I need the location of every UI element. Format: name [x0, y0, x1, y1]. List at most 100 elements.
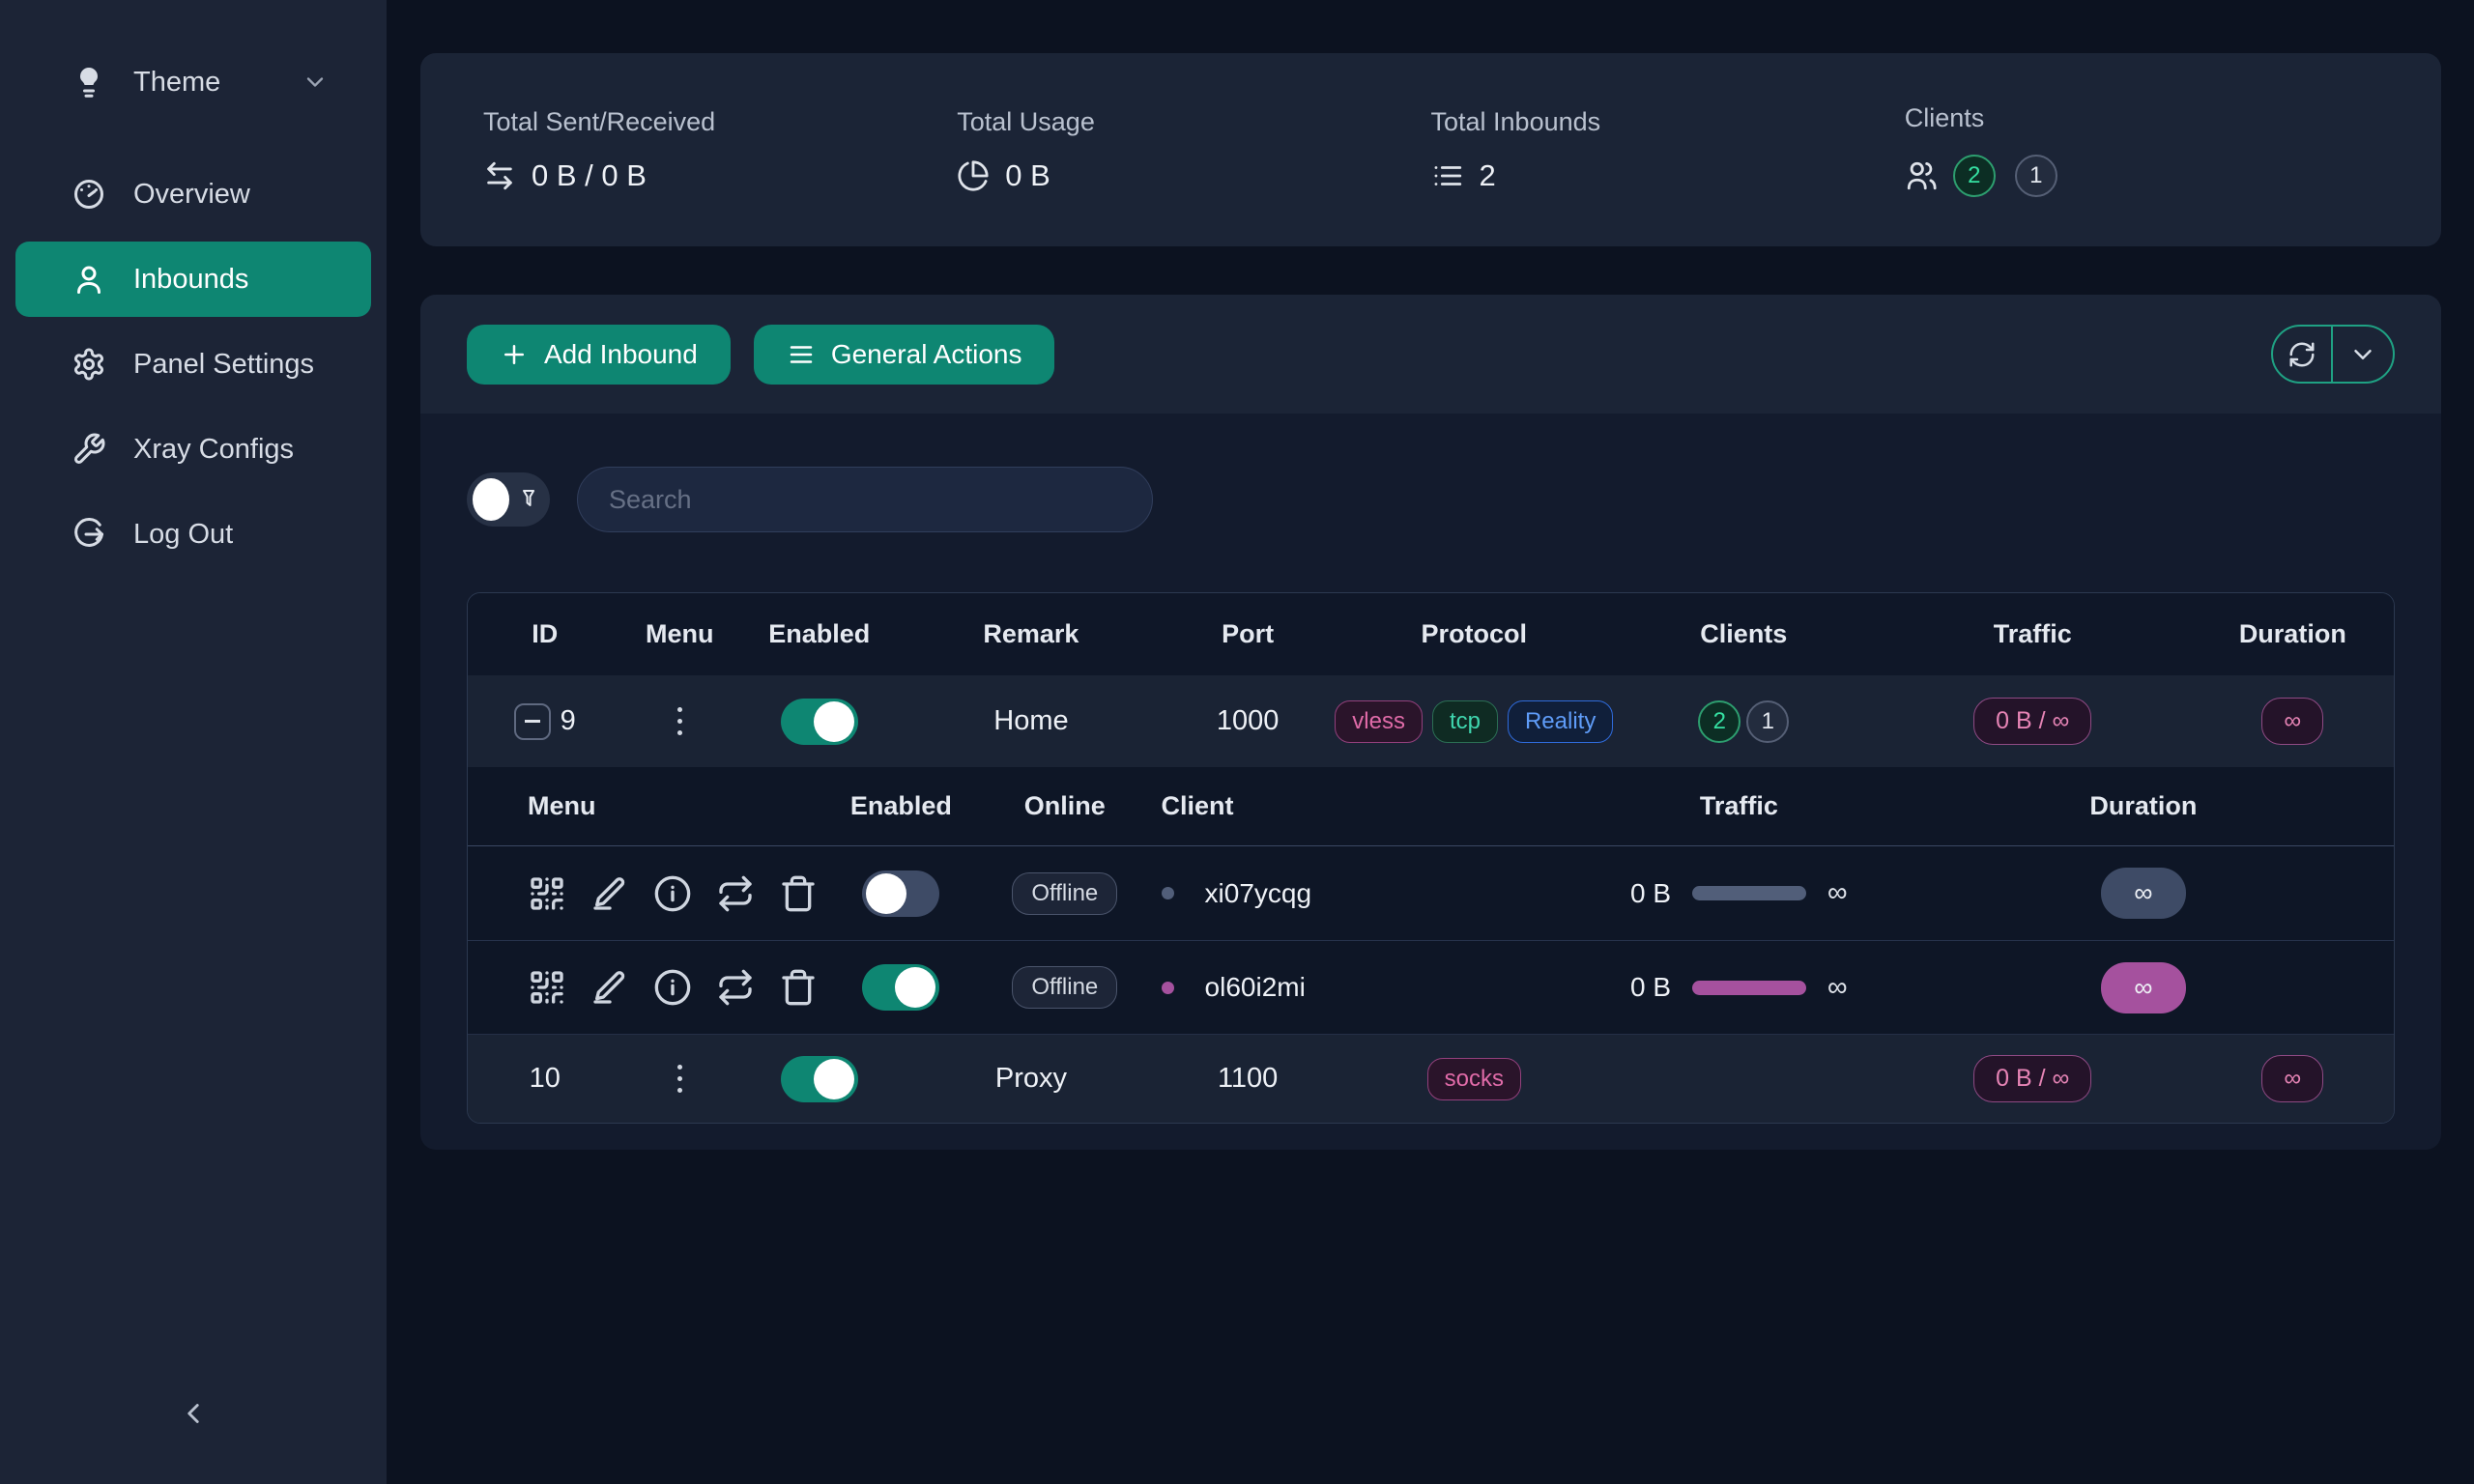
inbound-remark: Home: [993, 705, 1069, 736]
repeat-icon: [719, 875, 752, 911]
client-enabled-toggle[interactable]: [862, 870, 940, 917]
clients-total-badge: 1: [2014, 154, 2057, 197]
delete-client-button[interactable]: [779, 968, 818, 1007]
client-name: xi07ycqg: [1204, 877, 1312, 908]
subcol-header-menu: Menu: [528, 791, 596, 820]
theme-label: Theme: [133, 66, 221, 98]
info-icon: [654, 969, 691, 1006]
stat-label: Total Inbounds: [1430, 106, 1601, 136]
filter-toggle[interactable]: [467, 472, 550, 527]
clients-subtable: Menu Enabled Online Client Traffic Durat…: [468, 767, 2394, 1034]
client-traffic-used: 0 B: [1629, 877, 1672, 908]
user-icon: [77, 266, 101, 294]
client-duration-pill: ∞: [2100, 868, 2186, 919]
sidebar-collapse-button[interactable]: [0, 1397, 387, 1430]
enabled-toggle[interactable]: [780, 1055, 858, 1102]
client-color-dot: [1161, 981, 1174, 994]
toolbar: Add Inbound General Actions: [420, 295, 2441, 414]
trash-icon: [782, 969, 815, 1006]
stat-value: 0 B: [1005, 157, 1050, 192]
pencil-icon: [593, 971, 625, 1004]
plus-icon: [504, 344, 524, 364]
transfer-icon: [487, 161, 512, 189]
col-header-id: ID: [532, 619, 559, 648]
sidebar-item-overview[interactable]: Overview: [15, 157, 371, 232]
qr-code-button[interactable]: [528, 874, 566, 913]
inbounds-table: ID Menu Enabled Remark Port Protocol Cli…: [467, 592, 2395, 1124]
client-enabled-toggle[interactable]: [862, 964, 940, 1011]
pie-chart-icon: [958, 159, 989, 191]
refresh-options-button[interactable]: [2333, 327, 2393, 382]
inbound-id: 9: [560, 705, 576, 736]
inbounds-panel: Add Inbound General Actions: [420, 295, 2441, 1150]
sidebar-item-label: Inbounds: [133, 263, 249, 295]
qr-code-icon: [531, 876, 563, 910]
add-inbound-label: Add Inbound: [544, 338, 698, 369]
stat-label: Clients: [1904, 102, 1985, 132]
stat-value: 2: [1479, 157, 1496, 192]
table-row: 10 Proxy 1100 socks: [468, 1034, 2394, 1123]
edit-client-button[interactable]: [590, 968, 629, 1007]
stat-total-sent-received: Total Sent/Received 0 B / 0 B: [483, 107, 957, 193]
wrench-icon: [74, 433, 105, 464]
sidebar-item-xray-configs[interactable]: Xray Configs: [15, 412, 371, 487]
sidebar-item-inbounds[interactable]: Inbounds: [15, 242, 371, 317]
panel-content: ID Menu Enabled Remark Port Protocol Cli…: [420, 414, 2441, 1124]
add-inbound-button[interactable]: Add Inbound: [467, 324, 731, 385]
stat-label: Total Usage: [957, 106, 1095, 136]
clients-online-badge: 2: [1952, 154, 1996, 197]
table-row: 9 Home 1000 vless tcp Real: [468, 675, 2394, 767]
col-header-enabled: Enabled: [768, 619, 871, 648]
subcol-header-enabled: Enabled: [849, 791, 952, 820]
chevron-down-icon: [306, 77, 324, 87]
col-header-duration: Duration: [2238, 619, 2346, 648]
sidebar-item-panel-settings[interactable]: Panel Settings: [15, 327, 371, 402]
reset-traffic-button[interactable]: [716, 874, 755, 913]
duration-pill: ∞: [2261, 1055, 2324, 1102]
stat-total-inbounds: Total Inbounds 2: [1431, 107, 1905, 193]
general-actions-button[interactable]: General Actions: [753, 324, 1055, 385]
subcol-header-client: Client: [1161, 791, 1234, 820]
row-menu-button[interactable]: [672, 1059, 688, 1099]
search-input[interactable]: [577, 467, 1153, 532]
client-traffic-quota: ∞: [1827, 877, 1848, 908]
chevron-left-icon: [187, 1404, 199, 1423]
client-info-button[interactable]: [653, 874, 692, 913]
inbound-remark: Proxy: [994, 1063, 1067, 1094]
traffic-pill: 0 B / ∞: [1973, 1055, 2092, 1102]
users-icon: [1907, 161, 1937, 189]
qr-code-button[interactable]: [528, 968, 566, 1007]
qr-code-icon: [531, 971, 563, 1004]
row-menu-button[interactable]: [672, 701, 688, 741]
delete-client-button[interactable]: [779, 874, 818, 913]
pencil-icon: [593, 876, 625, 910]
stat-label: Total Sent/Received: [483, 106, 716, 136]
traffic-pill: 0 B / ∞: [1973, 698, 2092, 745]
clients-total-badge: 1: [1746, 699, 1790, 743]
subcol-header-online: Online: [1023, 791, 1106, 820]
filter-icon: [522, 489, 534, 507]
client-row: Offline ol60i2mi 0 B ∞: [468, 940, 2394, 1034]
repeat-icon: [719, 969, 752, 1006]
reset-traffic-button[interactable]: [716, 968, 755, 1007]
sidebar-item-log-out[interactable]: Log Out: [15, 497, 371, 572]
client-duration-pill: ∞: [2100, 961, 2186, 1013]
security-tag: Reality: [1507, 699, 1614, 743]
theme-menu[interactable]: Theme: [15, 44, 371, 120]
search-row: [467, 467, 2395, 532]
inbound-port: 1000: [1216, 705, 1280, 736]
enabled-toggle[interactable]: [780, 698, 858, 745]
edit-client-button[interactable]: [590, 874, 629, 913]
col-header-traffic: Traffic: [1993, 619, 2072, 648]
client-name: ol60i2mi: [1204, 972, 1306, 1002]
general-actions-label: General Actions: [830, 338, 1022, 369]
col-header-clients: Clients: [1700, 619, 1788, 648]
protocol-tag: vless: [1335, 699, 1423, 743]
refresh-button[interactable]: [2273, 327, 2333, 382]
online-status-badge: Offline: [1012, 966, 1118, 1009]
collapse-row-button[interactable]: [513, 702, 551, 740]
client-row: Offline xi07ycqg 0 B ∞: [468, 846, 2394, 940]
chevron-down-icon: [2354, 349, 2372, 359]
client-info-button[interactable]: [653, 968, 692, 1007]
